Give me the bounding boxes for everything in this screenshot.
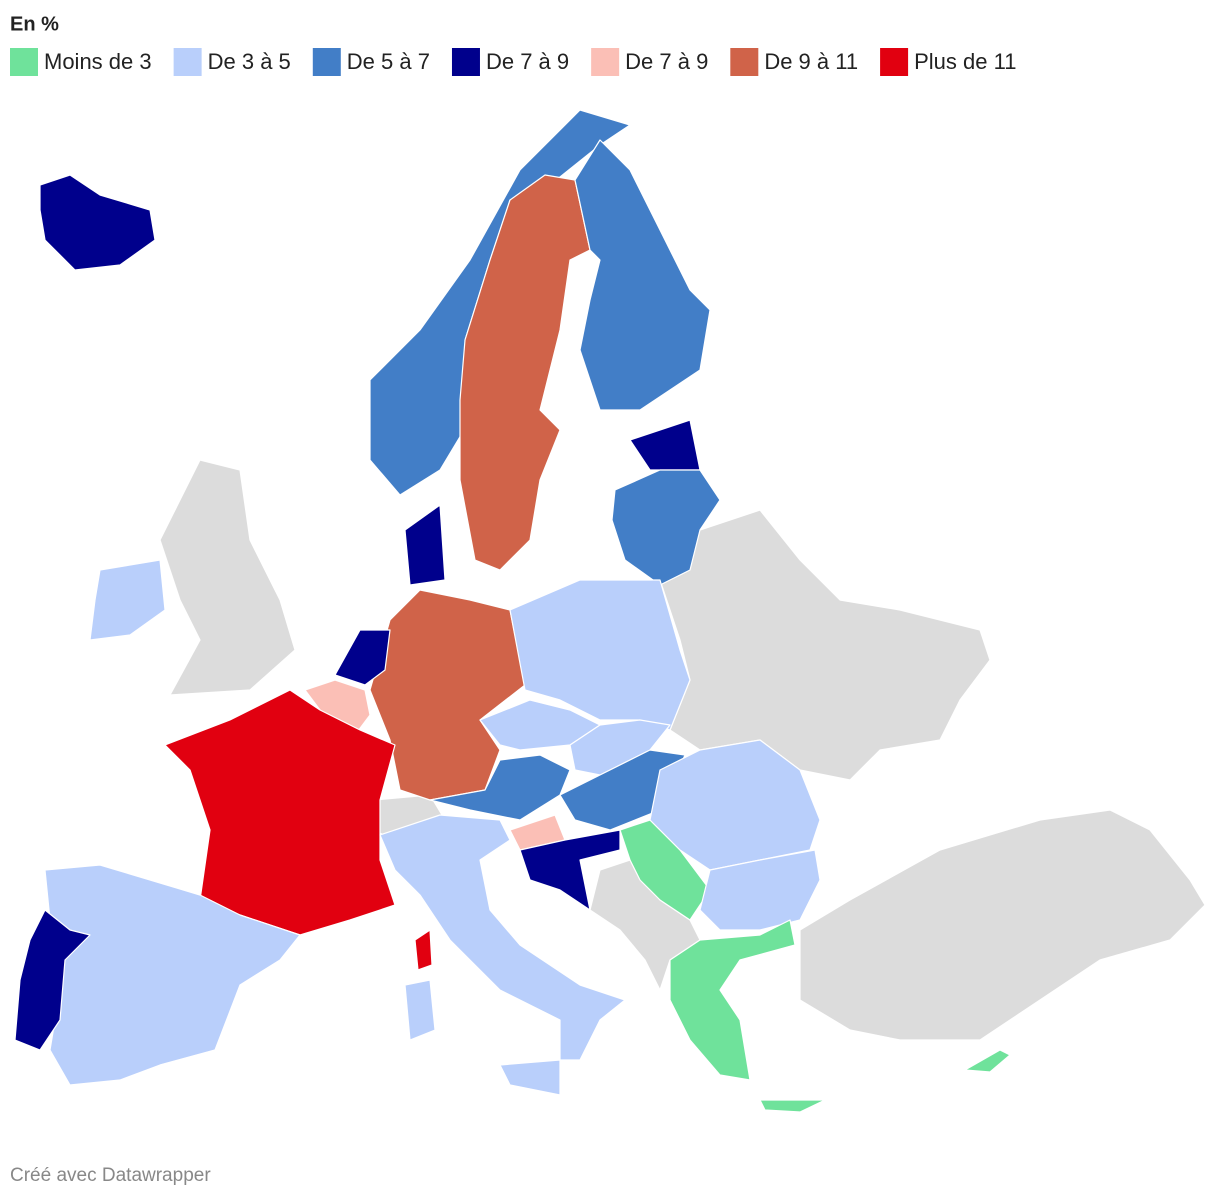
country [404, 504, 446, 586]
legend-title: En % [10, 13, 59, 35]
country [379, 814, 626, 1061]
country [499, 1059, 561, 1096]
country [569, 719, 671, 776]
map [14, 109, 1206, 1113]
country [89, 559, 166, 641]
country [964, 1049, 1011, 1073]
country [629, 419, 701, 471]
legend: Moins de 3 De 3 à 5 De 5 à 7 De 7 à 9 De 7 à… [10, 48, 1016, 76]
country [404, 979, 436, 1041]
country [519, 829, 621, 911]
country [659, 509, 991, 781]
country [159, 459, 296, 696]
legend-swatch [880, 48, 909, 76]
legend-label: De 7 à 9 [486, 49, 569, 74]
legend-label: De 5 à 7 [347, 49, 430, 74]
country [669, 919, 796, 1081]
country [574, 139, 711, 411]
legend-label: Plus de 11 [914, 49, 1016, 74]
country [649, 739, 821, 871]
legend-swatch [173, 48, 202, 76]
country [334, 629, 391, 686]
country [39, 174, 156, 271]
country [459, 174, 591, 571]
legend-swatch [312, 48, 341, 76]
legend-swatch [730, 48, 759, 76]
legend-swatch [591, 48, 620, 76]
legend-label: De 7 à 9 [625, 49, 708, 74]
country [369, 589, 526, 801]
legend-label: De 3 à 5 [208, 49, 291, 74]
country [164, 689, 396, 936]
country [611, 469, 721, 586]
legend-label: Moins de 3 [44, 49, 152, 74]
country [14, 909, 91, 1051]
legend-swatch [10, 48, 38, 76]
legend-label: De 9 à 11 [764, 49, 858, 74]
country [429, 754, 571, 821]
country [699, 849, 821, 931]
legend-swatch [451, 48, 480, 76]
country [759, 1099, 826, 1113]
country [414, 929, 433, 971]
country [509, 579, 691, 731]
footer: Créé avec Datawrapper [10, 1165, 211, 1186]
country [799, 809, 1206, 1041]
